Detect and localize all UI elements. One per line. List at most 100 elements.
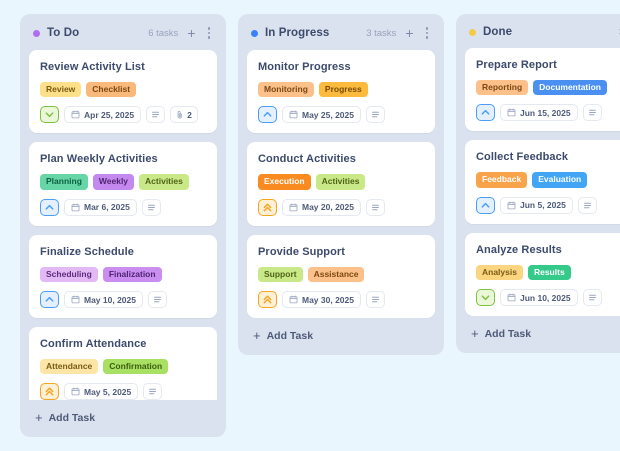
task-due-date-chip[interactable]: Jun 15, 2025 [500,104,578,122]
task-due-date-chip[interactable]: May 20, 2025 [282,198,361,216]
task-attachment-chip[interactable]: 2 [170,106,198,124]
add-task-button[interactable]: + Add Task [29,400,217,428]
task-due-date-chip[interactable]: May 10, 2025 [64,291,143,309]
task-card[interactable]: Conduct Activities Execution Activities May… [247,142,435,226]
task-due-date-chip[interactable]: Jun 10, 2025 [500,289,578,307]
column-status-dot [469,28,476,36]
task-tag[interactable]: Support [258,266,303,283]
task-card[interactable]: Confirm Attendance Attendance Confirmation… [29,327,217,400]
task-due-date-label: May 30, 2025 [302,294,354,305]
task-card-title: Review Activity List [40,61,145,73]
task-tag[interactable]: Reporting [476,80,529,96]
task-tag-list: Analysis Results [476,264,620,281]
task-card-title: Analyze Results [476,243,562,256]
task-card[interactable]: Finalize Schedule Scheduling Finalization M… [29,234,217,319]
task-card-title: Confirm Attendance [40,338,147,351]
task-description-button[interactable] [146,106,166,124]
plus-icon: + [405,25,414,41]
task-due-date-chip[interactable]: May 25, 2025 [282,106,361,124]
task-card[interactable]: Prepare Report Reporting Documentation Jun … [465,48,620,132]
task-tag[interactable]: Feedback [476,172,528,188]
task-tag[interactable]: Assistance [307,266,365,283]
task-tag[interactable]: Planning [40,174,88,190]
task-description-button[interactable] [577,196,597,214]
task-card[interactable]: Plan Weekly Activities Planning Weekly Acti… [29,142,217,226]
column-status-dot [251,29,258,37]
task-tag-list: Attendance Confirmation [40,359,206,375]
task-card[interactable]: Provide Support Support Assistance May 30, … [247,234,435,319]
task-priority-high-button[interactable] [258,291,277,309]
task-description-button[interactable] [582,104,602,122]
task-due-date-label: May 25, 2025 [302,109,354,120]
task-tag[interactable]: Review [40,82,82,98]
task-tag[interactable]: Documentation [533,80,608,96]
task-description-button[interactable] [141,198,161,216]
task-due-date-chip[interactable]: May 30, 2025 [282,291,361,309]
column-more-menu-button[interactable] [205,26,214,40]
task-description-button[interactable] [365,198,385,216]
task-tag[interactable]: Monitoring [258,82,314,98]
column-add-task-icon[interactable]: + [187,26,195,40]
kanban-column-inprogress: In Progress 3 tasks + Monitor Progress Monit… [238,14,444,356]
task-tag[interactable]: Execution [258,174,311,190]
task-tag[interactable]: Results [527,264,571,281]
column-header: To Do 6 tasks + [29,24,217,40]
task-description-button[interactable] [365,106,385,124]
task-priority-low-button[interactable] [476,289,495,307]
add-task-label: Add Task [48,411,96,424]
task-attachment-count: 2 [187,109,192,120]
more-vertical-icon [423,26,432,40]
task-due-date-chip[interactable]: Jun 5, 2025 [500,196,573,214]
add-task-button[interactable]: + Add Task [465,316,620,344]
task-priority-high-button[interactable] [40,383,59,400]
task-priority-medium-button[interactable] [258,106,277,124]
add-task-label: Add Task [266,329,314,342]
add-task-button[interactable]: + Add Task [247,318,435,346]
task-card[interactable]: Monitor Progress Monitoring Progress May 25… [247,50,435,134]
task-priority-high-button[interactable] [258,198,277,216]
task-description-button[interactable] [365,291,385,309]
task-description-button[interactable] [582,289,602,307]
task-tag[interactable]: Weekly [92,174,135,190]
task-due-date-chip[interactable]: Apr 25, 2025 [64,106,142,124]
task-tag[interactable]: Activities [139,174,189,190]
task-card-title: Conduct Activities [258,153,356,166]
task-card-title: Finalize Schedule [40,245,135,258]
task-priority-medium-button[interactable] [40,291,59,309]
task-card[interactable]: Review Activity List Review Checklist Apr 2… [29,50,217,134]
task-tag[interactable]: Activities [315,174,366,190]
task-card-footer: Jun 15, 2025 [476,104,620,122]
column-more-menu-button[interactable] [423,26,432,40]
column-add-task-icon[interactable]: + [405,26,413,40]
task-tag[interactable]: Attendance [40,359,99,375]
task-description-button[interactable] [147,291,167,309]
task-card-footer: Apr 25, 2025 2 [40,106,206,124]
task-priority-low-button[interactable] [40,106,59,124]
task-priority-medium-button[interactable] [476,196,495,214]
task-tag[interactable]: Scheduling [40,266,98,283]
task-tag-list: Monitoring Progress [258,82,424,98]
task-priority-medium-button[interactable] [40,198,59,216]
task-tag[interactable]: Analysis [476,264,523,281]
task-card[interactable]: Analyze Results Analysis Results Jun 10, 20… [465,232,620,317]
task-tag-list: Review Checklist [40,82,206,98]
column-status-dot [33,29,40,37]
task-card-title: Provide Support [258,245,346,258]
column-title: In Progress [265,27,330,39]
task-due-date-label: Mar 6, 2025 [84,202,130,213]
task-tag[interactable]: Finalization [102,266,162,283]
task-due-date-chip[interactable]: Mar 6, 2025 [64,198,137,216]
task-tag[interactable]: Progress [318,82,368,98]
task-priority-medium-button[interactable] [476,104,495,122]
task-due-date-label: Jun 10, 2025 [520,292,571,303]
task-tag[interactable]: Evaluation [532,172,588,188]
task-description-button[interactable] [143,383,163,400]
task-tag[interactable]: Confirmation [103,359,169,375]
task-due-date-label: May 10, 2025 [84,294,136,305]
plus-icon: + [471,326,479,342]
task-due-date-chip[interactable]: May 5, 2025 [64,383,139,400]
task-tag[interactable]: Checklist [86,82,137,98]
task-card[interactable]: Collect Feedback Feedback Evaluation Jun 5,… [465,140,620,224]
task-due-date-label: Jun 5, 2025 [520,200,566,211]
